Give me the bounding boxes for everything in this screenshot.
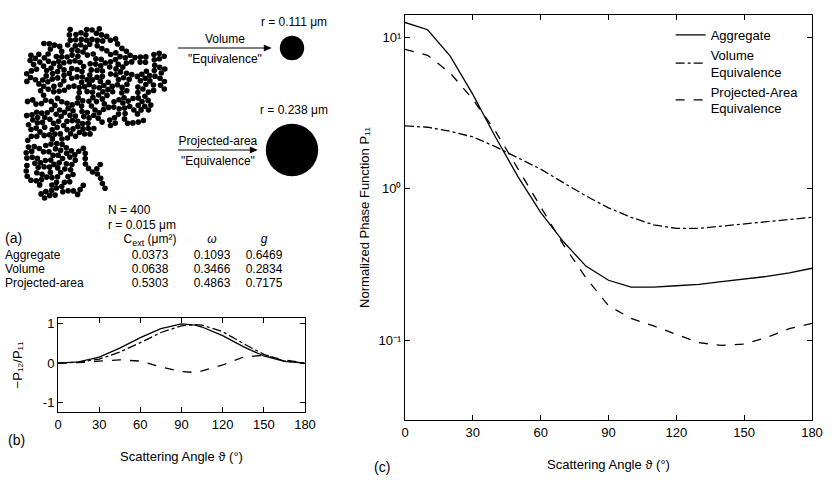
svg-text:Normalized Phase Function P₁₁: Normalized Phase Function P₁₁ [357,127,372,308]
svg-text:g: g [261,232,268,246]
svg-text:150: 150 [733,425,755,440]
svg-text:0.6469: 0.6469 [246,248,283,262]
svg-text:0.3466: 0.3466 [194,262,231,276]
svg-text:0.2834: 0.2834 [246,262,283,276]
svg-text:30: 30 [92,417,106,432]
svg-text:(b): (b) [8,432,25,448]
svg-text:Projected-area: Projected-area [5,276,84,290]
svg-text:60: 60 [533,425,547,440]
svg-text:0.0373: 0.0373 [132,248,169,262]
svg-text:Aggregate: Aggregate [711,28,771,43]
svg-text:180: 180 [294,417,316,432]
svg-text:(a): (a) [5,230,22,246]
svg-text:VolumeEquivalence: VolumeEquivalence [711,48,782,80]
svg-text:r = 0.111 μm: r = 0.111 μm [261,15,327,29]
svg-text:180: 180 [801,425,823,440]
svg-text:(c): (c) [374,459,390,475]
svg-text:Projected-AreaEquivalence: Projected-AreaEquivalence [711,85,798,117]
svg-text:0.1093: 0.1093 [194,248,231,262]
svg-text:Scattering Angle ϑ (°): Scattering Angle ϑ (°) [547,457,670,472]
svg-text:10⁻¹: 10⁻¹ [379,333,402,348]
svg-text:0: 0 [401,425,408,440]
svg-text:60: 60 [133,417,147,432]
svg-text:Cext (μm²): Cext (μm²) [124,232,177,248]
svg-text:0.5303: 0.5303 [132,276,169,290]
svg-text:90: 90 [601,425,615,440]
svg-text:120: 120 [212,417,234,432]
svg-text:0.7175: 0.7175 [246,276,283,290]
svg-text:N = 400: N = 400 [108,203,151,217]
svg-text:150: 150 [253,417,275,432]
svg-text:10¹: 10¹ [383,30,402,45]
svg-text:120: 120 [665,425,687,440]
svg-text:r = 0.238 μm: r = 0.238 μm [260,103,328,117]
svg-text:1: 1 [47,316,54,331]
svg-text:Volume: Volume [5,262,45,276]
svg-text:r = 0.015 μm: r = 0.015 μm [108,218,176,232]
svg-text:Scattering Angle ϑ (°): Scattering Angle ϑ (°) [120,449,243,464]
svg-text:Volume: Volume [205,32,245,46]
svg-text:30: 30 [466,425,480,440]
svg-text:0: 0 [47,356,54,371]
svg-text:0.0638: 0.0638 [132,262,169,276]
svg-text:"Equivalence": "Equivalence" [188,52,262,66]
svg-text:10⁰: 10⁰ [382,181,401,196]
svg-text:ω: ω [207,232,216,246]
svg-text:Aggregate: Aggregate [5,248,61,262]
svg-text:-1: -1 [43,395,55,410]
svg-text:90: 90 [174,417,188,432]
svg-text:"Equivalence": "Equivalence" [181,154,255,168]
svg-text:0: 0 [54,417,61,432]
svg-text:−P₁₂/P₁₁: −P₁₂/P₁₁ [10,341,25,388]
svg-text:Projected-area: Projected-area [179,134,258,148]
svg-text:0.4863: 0.4863 [194,276,231,290]
